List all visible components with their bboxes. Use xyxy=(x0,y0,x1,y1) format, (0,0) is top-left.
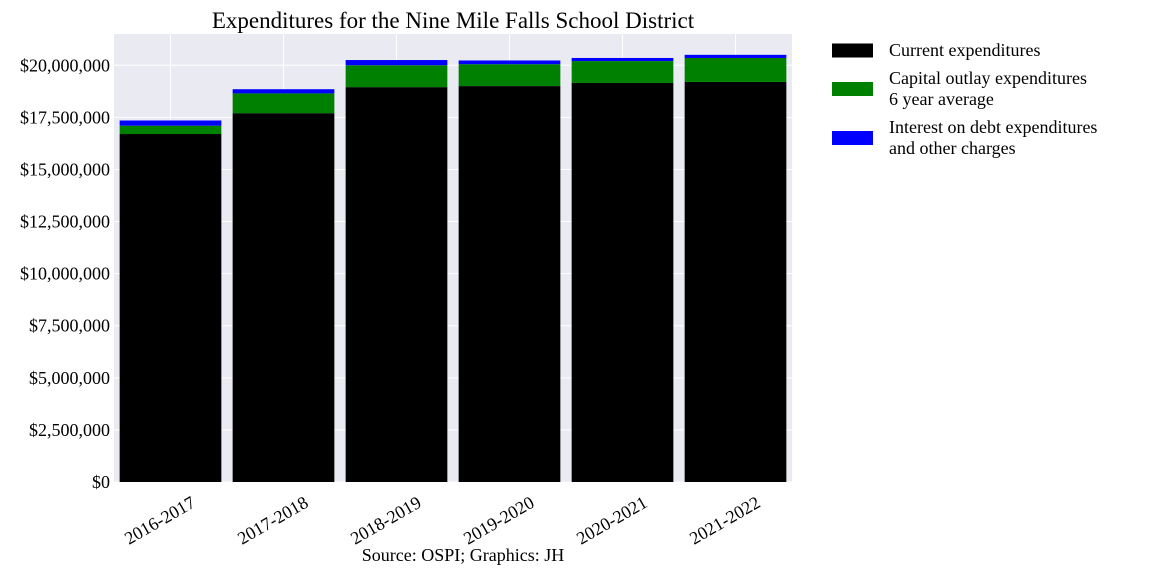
bar-2018-2019-series-0 xyxy=(345,87,448,482)
bar-2021-2022-series-1 xyxy=(684,57,787,82)
x-tick-label: 2017-2018 xyxy=(234,492,312,548)
legend-swatch xyxy=(832,131,873,145)
bar-2018-2019-series-1 xyxy=(345,65,448,88)
x-tick-label: 2018-2019 xyxy=(347,492,425,548)
y-tick-label: $0 xyxy=(92,472,110,492)
legend: Current expenditures Capital outlay expen… xyxy=(832,40,1097,158)
y-tick-label: $17,500,000 xyxy=(20,107,110,127)
legend-label: Current expenditures xyxy=(889,40,1040,60)
bar-2020-2021-series-0 xyxy=(571,82,674,483)
bar-2020-2021-series-1 xyxy=(571,61,674,83)
y-tick-label: $20,000,000 xyxy=(20,55,110,75)
plot-background xyxy=(114,34,792,482)
x-tick-label: 2020-2021 xyxy=(573,492,651,548)
bar-2020-2021-series-2 xyxy=(571,57,674,62)
y-tick-label: $2,500,000 xyxy=(29,420,110,440)
bar-2021-2022-series-0 xyxy=(684,81,787,482)
y-tick-label: $12,500,000 xyxy=(20,212,110,232)
legend-swatch xyxy=(832,82,873,96)
legend-swatch xyxy=(832,43,873,58)
bar-2021-2022-series-2 xyxy=(684,54,787,58)
bar-2017-2018-series-1 xyxy=(232,93,335,114)
y-tick-label: $5,000,000 xyxy=(29,368,110,388)
y-tick-label: $7,500,000 xyxy=(29,316,110,336)
bar-2017-2018-series-0 xyxy=(232,113,335,482)
legend-label: Interest on debt expenditures and other c… xyxy=(889,117,1097,158)
bar-2018-2019-series-2 xyxy=(345,60,448,66)
bar-2019-2020-series-2 xyxy=(458,60,561,65)
bar-2016-2017-series-1 xyxy=(119,125,222,135)
x-tick-label: 2016-2017 xyxy=(121,492,199,548)
x-axis-ticks: 2016-2017 2017-2018 2018-2019 2019-2020 2020… xyxy=(121,492,764,548)
bar-2016-2017-series-0 xyxy=(119,134,222,482)
y-tick-label: $15,000,000 xyxy=(20,159,110,179)
x-tick-label: 2021-2022 xyxy=(686,492,764,548)
y-axis-ticks: $0 $2,500,000 $5,000,000 $7,500,000 $10,000,… xyxy=(20,55,110,492)
chart-title: Expenditures for the Nine Mile Falls Sch… xyxy=(212,8,695,33)
y-tick-label: $10,000,000 xyxy=(20,264,110,284)
source-note: Source: OSPI; Graphics: JH xyxy=(362,545,564,565)
bar-2017-2018-series-2 xyxy=(232,89,335,94)
legend-label: Capital outlay expenditures 6 year averag… xyxy=(889,68,1087,109)
x-tick-label: 2019-2020 xyxy=(460,492,538,548)
bar-2019-2020-series-0 xyxy=(458,86,561,483)
bars xyxy=(119,54,787,483)
bar-2019-2020-series-1 xyxy=(458,64,561,87)
bar-2016-2017-series-2 xyxy=(119,120,222,126)
